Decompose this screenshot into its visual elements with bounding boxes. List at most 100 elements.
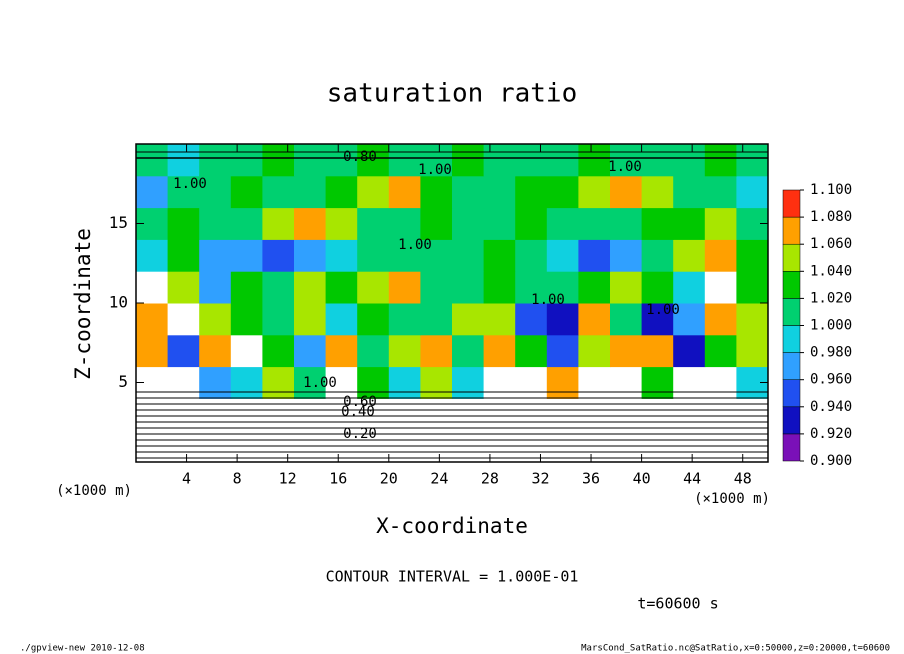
heat-cell [610, 303, 643, 336]
heat-cell [483, 207, 516, 240]
heat-cell [452, 207, 485, 240]
heat-cell [199, 366, 232, 399]
x-tick-label: 20 [380, 470, 398, 488]
heat-cell [452, 334, 485, 368]
contour-label: 0.40 [341, 404, 375, 420]
heat-cell [704, 207, 737, 240]
contour-label: 1.00 [418, 162, 452, 178]
heat-cell [325, 366, 358, 399]
contour-label: 0.80 [343, 149, 377, 165]
heat-cell [199, 271, 232, 304]
contour-label: 0.60 [343, 394, 377, 410]
heat-cell [704, 334, 737, 368]
x-tick-label: 44 [683, 470, 701, 488]
heat-cell [546, 366, 579, 399]
heat-cell [325, 175, 358, 209]
heat-cell [610, 239, 643, 272]
contour-label: 1.00 [646, 302, 680, 318]
heat-cell [262, 271, 295, 304]
x-tick-label: 28 [481, 470, 499, 488]
heat-cell [641, 271, 674, 304]
heat-cell [230, 239, 263, 272]
heat-cell [262, 334, 295, 368]
heat-cell [230, 398, 263, 431]
heat-cell [578, 398, 611, 431]
heat-cell [199, 334, 232, 368]
heat-cell [546, 175, 579, 209]
colorbar-tick-label: 0.940 [810, 399, 852, 415]
y-unit: (×1000 m) [56, 483, 132, 499]
contour-label: 0.20 [343, 426, 377, 442]
heat-cell [515, 398, 548, 431]
heat-cell [294, 207, 327, 240]
colorbar-tick-label: 0.920 [810, 426, 852, 442]
heat-cell [704, 398, 737, 431]
heat-cell [420, 366, 453, 399]
heat-cell [388, 239, 421, 272]
heat-cell [452, 271, 485, 304]
colorbar-tick-label: 1.060 [810, 236, 852, 252]
contour-label: 1.00 [173, 176, 207, 192]
y-tick-label: 15 [109, 213, 128, 232]
heat-cell [641, 303, 674, 336]
x-tick-label: 16 [329, 470, 347, 488]
heat-cell [294, 175, 327, 209]
heat-cell [610, 398, 643, 431]
heat-cell [736, 398, 769, 431]
heat-cell [325, 239, 358, 272]
heat-cell [546, 144, 579, 177]
colorbar-tick-label: 0.900 [810, 453, 852, 469]
colorbar-swatch [782, 271, 801, 299]
heat-cell [294, 366, 327, 399]
heat-cell [578, 239, 611, 272]
heat-cell [483, 175, 516, 209]
heat-cell [546, 334, 579, 368]
heat-cell [452, 303, 485, 336]
colorbar-swatch [782, 325, 801, 353]
heat-cell [483, 239, 516, 272]
heat-cell [578, 144, 611, 177]
heat-cell [136, 334, 169, 368]
heat-cell [736, 175, 769, 209]
heat-cell [515, 366, 548, 399]
heat-cell [641, 175, 674, 209]
heat-cell [325, 303, 358, 336]
heat-cell [641, 144, 674, 177]
heat-cell [262, 207, 295, 240]
x-unit: (×1000 m) [694, 491, 770, 507]
heat-cell [294, 303, 327, 336]
heat-cell [578, 303, 611, 336]
heat-cell [357, 334, 390, 368]
heat-cell [262, 175, 295, 209]
contour-label: 1.00 [398, 237, 432, 253]
heat-cell [136, 144, 169, 177]
colorbar-swatch [782, 189, 801, 218]
heat-cell [673, 398, 706, 431]
heat-cell [610, 271, 643, 304]
heat-cell [230, 271, 263, 304]
heat-cell [673, 144, 706, 177]
heat-cell [388, 334, 421, 368]
y-tick-label: 5 [118, 372, 128, 391]
heat-cell [199, 144, 232, 177]
colorbar-tick-label: 1.020 [810, 290, 852, 306]
heat-cell [736, 144, 769, 177]
heat-cell [388, 303, 421, 336]
heat-cell [199, 175, 232, 209]
heat-cell [546, 271, 579, 304]
colorbar-tick-label: 1.040 [810, 263, 852, 279]
heat-cell [167, 334, 200, 368]
heat-cell [578, 207, 611, 240]
heat-cell [262, 239, 295, 272]
heat-cell [515, 175, 548, 209]
heat-cell [515, 207, 548, 240]
heat-cell [515, 303, 548, 336]
heat-cell [483, 144, 516, 177]
heat-cell [388, 207, 421, 240]
heat-cell [452, 175, 485, 209]
heat-cell [483, 271, 516, 304]
heat-cell [388, 271, 421, 304]
heat-cell [420, 303, 453, 336]
